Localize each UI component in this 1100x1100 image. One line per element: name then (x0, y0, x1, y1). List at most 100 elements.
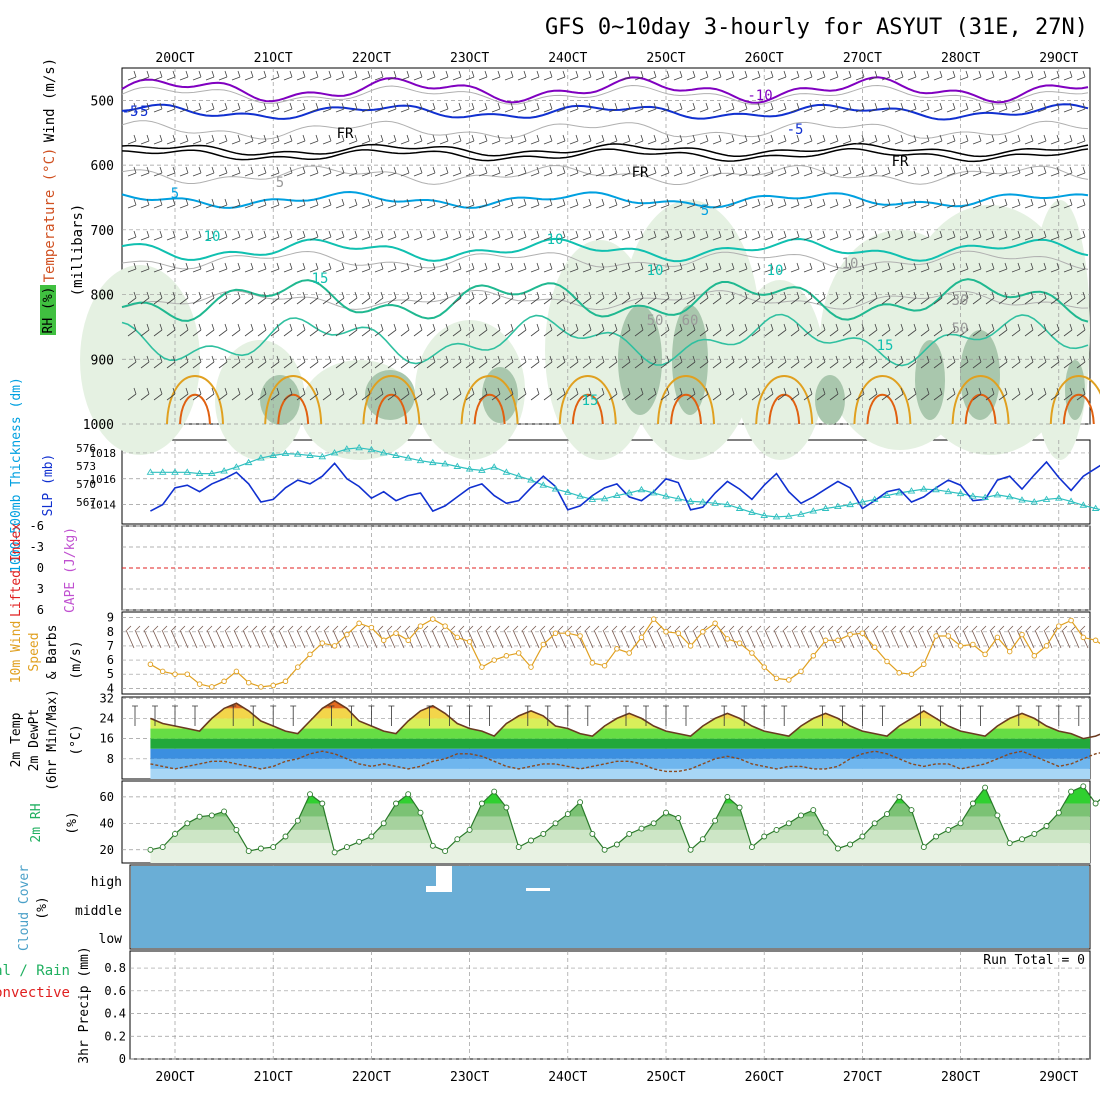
temperature-contours (121, 76, 1100, 425)
wind-barb (1063, 166, 1073, 177)
wind-barb (946, 230, 956, 241)
wind-speed-point (847, 631, 853, 638)
wind-barb (452, 291, 462, 305)
thickness-point (232, 463, 241, 470)
wind-barb (569, 387, 579, 401)
wind-barb (660, 291, 670, 305)
thickness-point (711, 499, 719, 506)
wind-barb (1076, 102, 1086, 113)
wind-barb (153, 134, 163, 145)
wind-barb (712, 102, 722, 113)
wind-barb (1024, 262, 1034, 273)
rh-point (159, 844, 166, 851)
wind-barb (920, 102, 930, 113)
rh-point (1092, 800, 1099, 807)
surface-wind-barb (899, 625, 909, 649)
wind-speed-point (393, 630, 399, 636)
wind-barb (543, 387, 553, 401)
wind-barb (595, 230, 605, 241)
wind-barb (699, 323, 709, 337)
li-tick: 3 (37, 582, 44, 596)
wind-barb (959, 355, 969, 369)
wind-barb (582, 262, 592, 273)
wind-barb (270, 323, 280, 337)
wind-barb (556, 291, 566, 305)
thickness-point (428, 458, 437, 466)
minmax-bar (879, 705, 886, 726)
wind-barb (647, 198, 657, 209)
thickness-tick: 567 (76, 496, 96, 509)
wind-barb (829, 230, 839, 241)
bottom-date-label: 20OCT (155, 1070, 194, 1085)
wind-barb (933, 291, 943, 305)
surface-wind-barb (197, 625, 207, 649)
wind-speed-point (270, 682, 276, 689)
wind-speed-point (380, 637, 387, 644)
rh-tick: 60 (100, 790, 114, 804)
rh-blob-dark (482, 367, 518, 423)
temp-contour-line (121, 76, 1089, 104)
wind-barb (686, 134, 696, 145)
wind-barb (491, 355, 501, 369)
wind-barb (985, 134, 995, 145)
rh-point (429, 842, 436, 849)
wind-barb (699, 70, 709, 81)
thickness-point (478, 466, 486, 473)
wind-speed-point (933, 633, 939, 639)
wind-barb (647, 323, 657, 337)
wind-barb (660, 323, 670, 337)
rh-point (712, 817, 719, 824)
wind-barb (712, 198, 722, 209)
wind-barb (140, 166, 150, 177)
wind-barb (751, 230, 761, 241)
wind-barb (361, 198, 371, 209)
wind-barb (309, 291, 319, 305)
wind-barb (166, 262, 176, 273)
wind-barb (348, 262, 358, 273)
wind-barb (400, 387, 410, 401)
wind-barb (387, 323, 397, 337)
wind-barb (478, 230, 488, 241)
thickness-point (944, 487, 953, 495)
wind-barb (686, 230, 696, 241)
wind-barb (400, 230, 410, 241)
wind-barb (673, 134, 683, 145)
wind-speed-point (945, 633, 952, 639)
contour-label: 10 (842, 256, 859, 272)
wind-barb (998, 291, 1008, 305)
wind-barb (816, 262, 826, 273)
rh-point (994, 812, 1001, 819)
surface-wind-barb (161, 625, 171, 649)
wind-barb (192, 102, 202, 113)
wind-barb (712, 355, 722, 369)
wind-barb (699, 198, 709, 209)
wind-barb (1050, 230, 1060, 241)
wind-barb (478, 102, 488, 113)
rh-blob (80, 265, 200, 455)
surface-wind-barb (1061, 625, 1071, 649)
wind-barb (374, 198, 384, 209)
thickness-point (699, 498, 707, 505)
wind-barb (777, 166, 787, 177)
wind-barb (907, 323, 917, 337)
wind-barb (790, 262, 800, 273)
side-labels: Wind (m/s) Temperature (°C) RH (%) (milliba… (0, 58, 92, 1064)
temp-band (150, 738, 1090, 749)
bottom-date-label: 26OCT (745, 1070, 784, 1085)
wind-barb (803, 102, 813, 113)
wind-barb (907, 355, 917, 369)
wind-barb (725, 355, 735, 369)
surface-wind-barb (143, 625, 153, 649)
rh2m-axis-label: 2m RH (29, 803, 44, 842)
wind-barb (400, 134, 410, 145)
pressure-axis-label: (millibars) (70, 204, 86, 297)
wind-barb (283, 70, 293, 81)
wind-barb (699, 102, 709, 113)
wind-barb (712, 70, 722, 81)
wind-barb (439, 70, 449, 81)
wind-barb (920, 198, 930, 209)
wind-speed-point (638, 634, 645, 641)
thickness-point (1055, 494, 1063, 501)
thickness-point (674, 494, 683, 502)
contour-label: FR (337, 126, 354, 142)
